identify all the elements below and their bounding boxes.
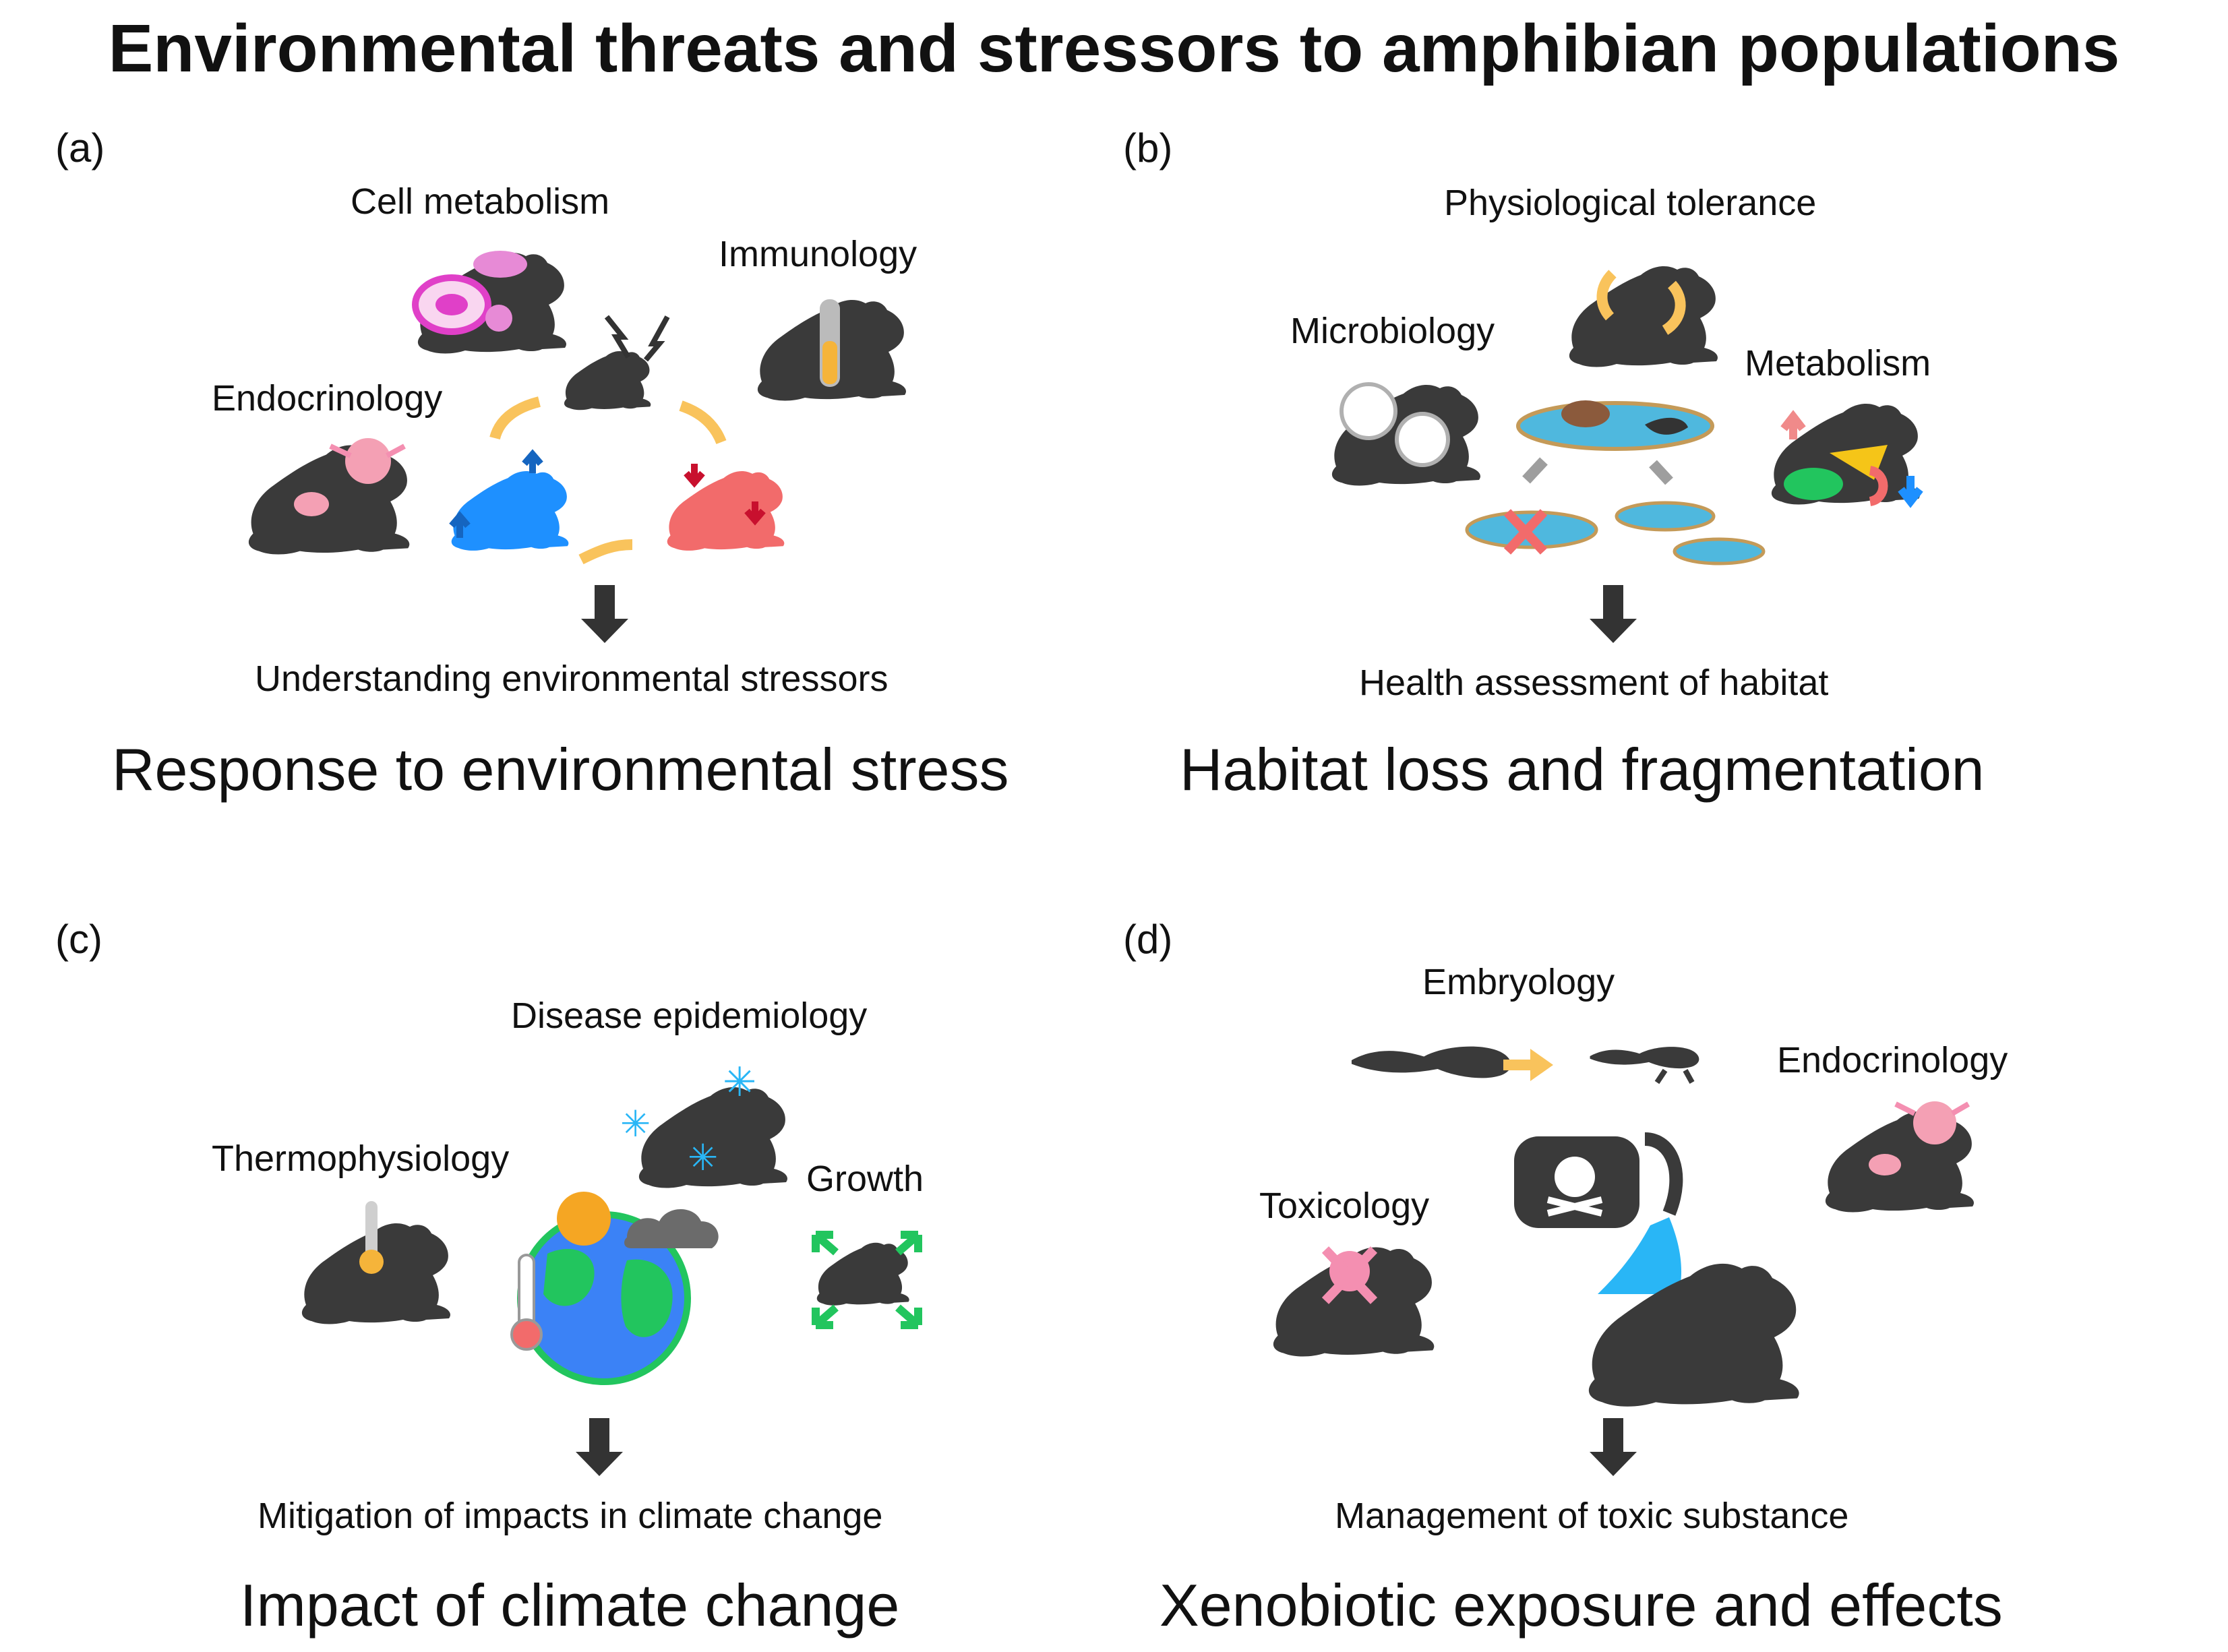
panel-a-label-cell-metabolism: Cell metabolism [351, 181, 610, 222]
panel-d-letter: (d) [1123, 917, 1173, 962]
panel-a-letter: (a) [55, 125, 105, 171]
panel-b-title: Habitat loss and fragmentation [1180, 736, 1985, 803]
continent-icon [621, 1259, 673, 1337]
organ-icon [1869, 466, 1888, 506]
panel-c-down-arrow-icon [576, 1418, 623, 1476]
microbe-icon [1339, 382, 1397, 440]
gland-icon [294, 492, 329, 516]
panel-b-down-arrow-icon [1590, 585, 1637, 643]
cycle-arrow-icon [578, 539, 633, 565]
down-arrow-icon [684, 464, 705, 488]
mitochondria-icon [412, 274, 491, 335]
panel-d-outcome: Management of toxic substance [1335, 1496, 1849, 1536]
pathogen-icon: ✳ [688, 1136, 718, 1179]
panel-d-label-endocrinology: Endocrinology [1777, 1040, 2008, 1080]
panel-c-title: Impact of climate change [240, 1572, 900, 1639]
panel-c-label-disease-epidemiology: Disease epidemiology [511, 996, 868, 1036]
microbe-icon [1395, 412, 1450, 467]
tolerance-frog-icon [1569, 266, 1718, 367]
cloud-icon [624, 1209, 719, 1248]
split-arrow-icon [1649, 460, 1673, 485]
globe-thermometer-icon [510, 1254, 543, 1351]
panel-d-title: Xenobiotic exposure and effects [1160, 1572, 2003, 1639]
panel-b-letter: (b) [1123, 125, 1173, 171]
cycle-arrow-icon [679, 400, 727, 445]
up-arrow-icon [1780, 410, 1806, 439]
brain-icon [345, 438, 391, 484]
panel-a-label-endocrinology: Endocrinology [212, 378, 443, 419]
froglet-icon [1590, 1047, 1699, 1069]
expand-arrow-icon [895, 1231, 922, 1256]
gland-icon [1869, 1154, 1901, 1175]
skull-crossbones-icon [1321, 1246, 1378, 1304]
tolerance-arrow-icon [1596, 270, 1617, 321]
pathogen-icon: ✳ [723, 1059, 756, 1106]
panel-a-down-arrow-icon [581, 585, 628, 643]
pathogen-icon: ✳ [620, 1103, 651, 1145]
panel-c-label-growth: Growth [806, 1159, 924, 1199]
cross-icon [1503, 509, 1548, 555]
panel-b-outcome: Health assessment of habitat [1359, 663, 1829, 703]
expand-arrow-icon [812, 1231, 839, 1256]
toxic-liquid-icon [1598, 1217, 1682, 1294]
panel-b-label-physiological-tolerance: Physiological tolerance [1444, 183, 1817, 223]
panel-a-label-immunology: Immunology [719, 234, 917, 274]
panel-c-letter: (c) [55, 917, 102, 962]
expand-arrow-icon [895, 1304, 922, 1329]
small-pond-icon [1615, 501, 1716, 532]
tolerance-arrow-icon [1662, 280, 1686, 335]
pouring-spout-icon [1644, 1132, 1683, 1216]
stressed-frog-icon [564, 351, 651, 410]
panel-b-label-microbiology: Microbiology [1290, 311, 1495, 351]
panel-b-label-metabolism: Metabolism [1745, 343, 1931, 384]
panel-a-title: Response to environmental stress [112, 736, 1009, 803]
signal-icon [329, 443, 406, 458]
froglet-legs-icon [1654, 1068, 1695, 1084]
rock-icon [1561, 400, 1610, 427]
sun-icon [557, 1192, 611, 1246]
panel-d-label-embryology: Embryology [1422, 962, 1615, 1002]
split-arrow-icon [1522, 457, 1548, 484]
toxic-barrel-icon [1514, 1136, 1639, 1228]
continent-icon [543, 1249, 595, 1306]
panel-c-label-thermophysiology: Thermophysiology [212, 1138, 510, 1179]
down-arrow-icon [1898, 476, 1923, 508]
organ-icon [1784, 468, 1843, 500]
red-frog-icon [667, 470, 785, 551]
small-pond-icon [1673, 537, 1766, 565]
tadpole-icon [1351, 1046, 1511, 1078]
figure-title: Environmental threats and stressors to a… [108, 11, 2120, 86]
blue-frog-icon [451, 470, 569, 551]
tadpole-icon [1645, 417, 1688, 435]
up-arrow-icon [522, 449, 543, 473]
up-arrow-icon [449, 511, 471, 538]
signal-icon [1894, 1101, 1970, 1116]
thermometer-icon [359, 1201, 384, 1274]
panel-d-down-arrow-icon [1590, 1418, 1637, 1476]
expand-arrow-icon [812, 1304, 839, 1329]
stress-spark-icon [643, 315, 670, 362]
panel-d-label-toxicology: Toxicology [1259, 1186, 1430, 1226]
panel-a-outcome: Understanding environmental stressors [255, 659, 889, 699]
down-arrow-icon [744, 501, 766, 526]
cycle-arrow-icon [489, 396, 541, 440]
stress-spark-icon [604, 315, 631, 359]
brain-icon [1913, 1101, 1956, 1144]
panel-c-outcome: Mitigation of impacts in climate change [258, 1496, 883, 1536]
development-arrow-icon [1503, 1049, 1553, 1081]
er-icon [485, 305, 512, 332]
test-tube-icon [820, 299, 840, 387]
golgi-icon [473, 251, 527, 278]
